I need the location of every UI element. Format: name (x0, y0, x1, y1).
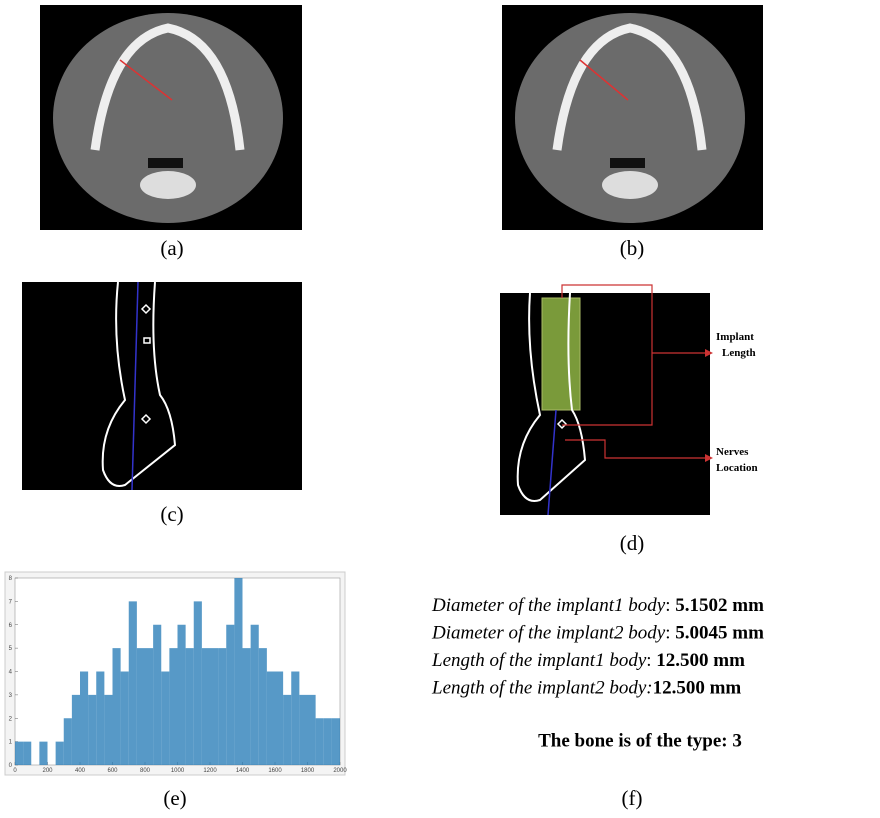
bar (121, 672, 129, 766)
bar (291, 672, 299, 766)
ct-image-b (502, 5, 763, 230)
annotation: Implant (716, 331, 754, 343)
line-value: 5.0045 mm (675, 623, 764, 644)
x-tick-label: 400 (75, 768, 86, 774)
caption: (c) (160, 502, 183, 526)
bar (72, 695, 80, 765)
bar (324, 718, 332, 765)
bar (226, 625, 234, 765)
bar (202, 648, 210, 765)
result-line: Length of the implant1 body: 12.500 mm (431, 650, 745, 671)
caption: (f) (622, 786, 643, 810)
bar (56, 742, 64, 765)
line-value: 5.1502 mm (675, 595, 764, 616)
x-tick-label: 800 (140, 768, 151, 774)
bar (234, 578, 242, 765)
bar (96, 672, 104, 766)
line-separator: : (665, 595, 675, 616)
caption: (e) (163, 786, 186, 810)
bar (161, 672, 169, 766)
line-label: Length of the implant2 body (431, 678, 647, 699)
caption: (a) (160, 236, 183, 260)
annotation: Location (716, 462, 758, 474)
bar (308, 695, 316, 765)
x-tick-label: 1000 (171, 768, 185, 774)
bar (194, 601, 202, 765)
bar (80, 672, 88, 766)
caption: (d) (620, 531, 645, 555)
line-label: Length of the implant1 body (431, 650, 647, 671)
line-separator: : (646, 650, 656, 671)
bar (316, 718, 324, 765)
annotation: Length (722, 347, 756, 359)
x-tick-label: 1400 (236, 768, 250, 774)
line-label: Diameter of the implant1 body (431, 595, 666, 616)
bar (39, 742, 47, 765)
bar (186, 648, 194, 765)
x-tick-label: 1800 (301, 768, 315, 774)
line-value: 12.500 mm (656, 650, 745, 671)
bar (332, 718, 340, 765)
line-value: 12.500 mm (653, 678, 742, 699)
annotation: Nerves (716, 446, 749, 458)
line-separator: : (665, 623, 675, 644)
bar (267, 672, 275, 766)
results-text: Diameter of the implant1 body: 5.1502 mm… (431, 595, 764, 699)
bar (259, 648, 267, 765)
bar (113, 648, 121, 765)
x-tick-label: 1600 (268, 768, 282, 774)
bar (145, 648, 153, 765)
line-label: Diameter of the implant2 body (431, 623, 666, 644)
x-tick-label: 1200 (203, 768, 217, 774)
figure: (a) (b) (c) Implant Length Nerves Locati… (0, 0, 880, 818)
bar (178, 625, 186, 765)
ct-image-a (40, 5, 302, 230)
bar (275, 672, 283, 766)
bar (153, 625, 161, 765)
bar (129, 601, 137, 765)
result: The bone is of the type: 3 (538, 730, 742, 751)
result-line: Length of the implant2 body:12.500 mm (431, 678, 741, 699)
result-line: Diameter of the implant1 body: 5.1502 mm (431, 595, 764, 616)
bar (169, 648, 177, 765)
bar (23, 742, 31, 765)
caption: (b) (620, 236, 645, 260)
x-tick-label: 200 (42, 768, 53, 774)
result-line: Diameter of the implant2 body: 5.0045 mm (431, 623, 764, 644)
bar (15, 742, 23, 765)
segmented-image-c (22, 282, 302, 490)
bar (251, 625, 259, 765)
bar (137, 648, 145, 765)
bar (64, 718, 72, 765)
bar (299, 695, 307, 765)
bar (210, 648, 218, 765)
x-tick-label: 600 (107, 768, 118, 774)
bar (218, 648, 226, 765)
bar (243, 648, 251, 765)
bar (88, 695, 96, 765)
bar (104, 695, 112, 765)
x-tick-label: 2000 (333, 768, 347, 774)
implant-image-d (500, 285, 713, 515)
bar (283, 695, 291, 765)
